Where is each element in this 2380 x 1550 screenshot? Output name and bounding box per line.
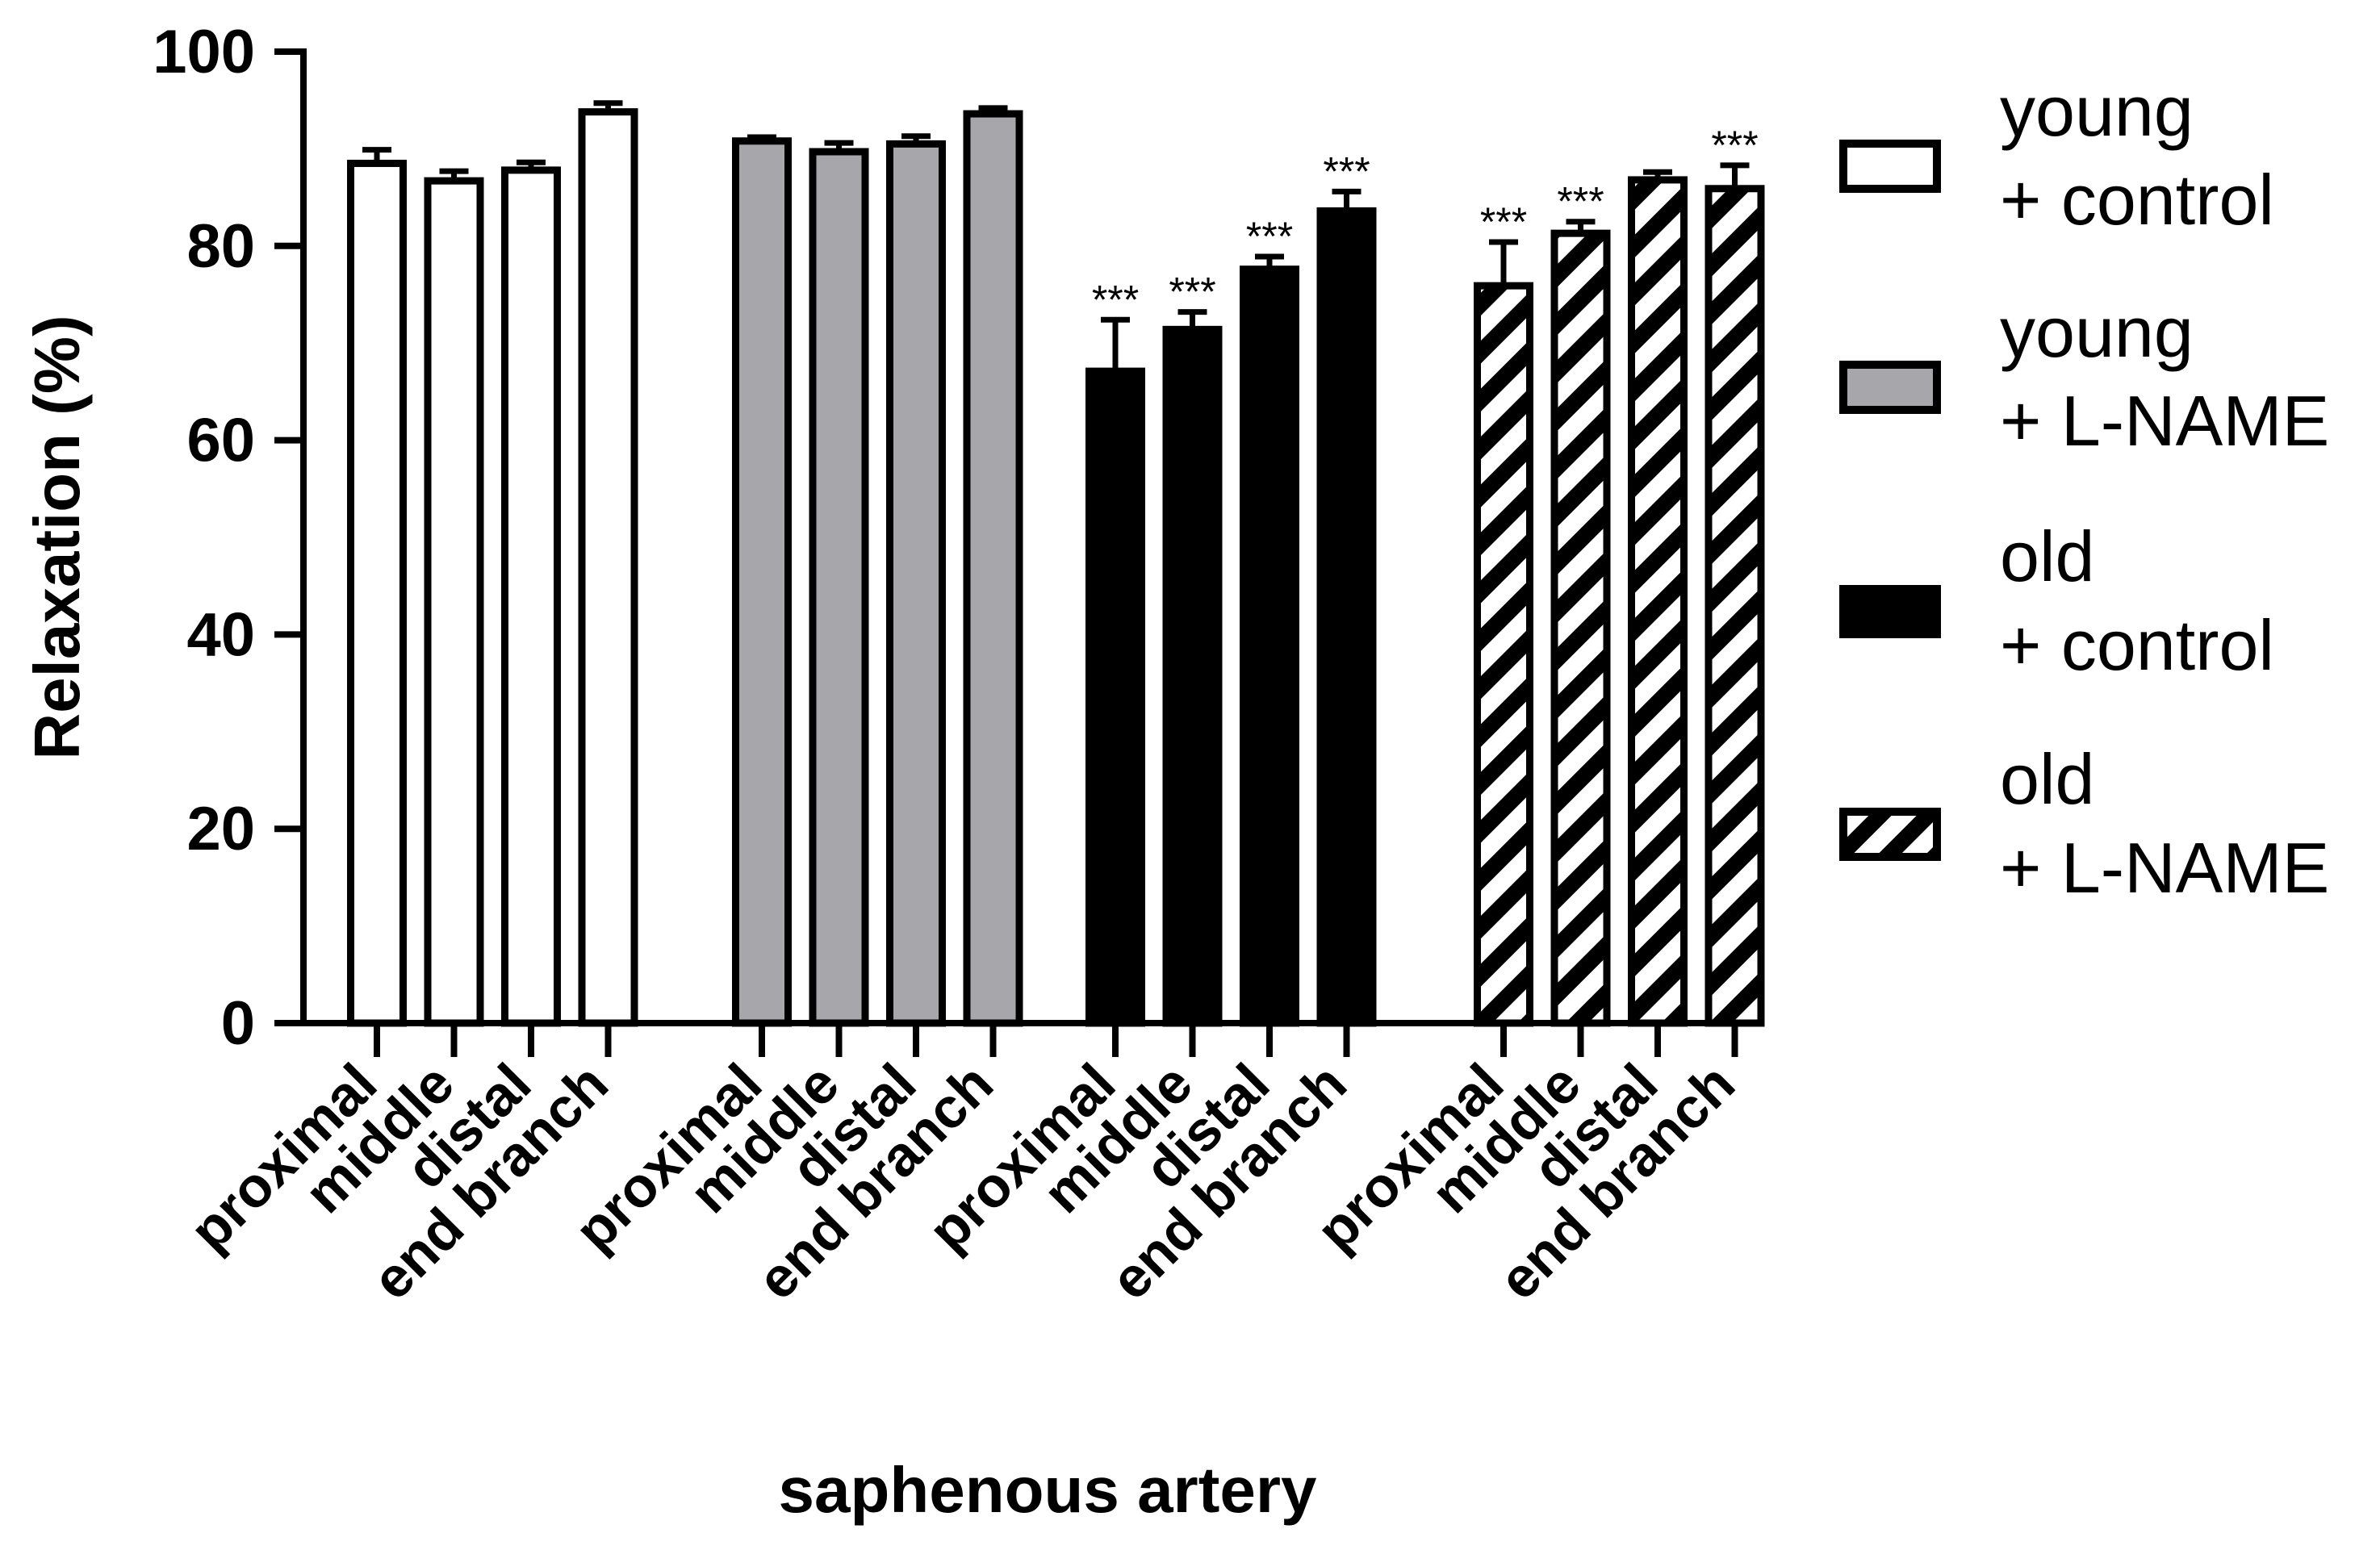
legend-label: old (2000, 739, 2094, 819)
legend-label: + control (2000, 605, 2274, 685)
legend-swatch (1839, 361, 1941, 414)
significance-label: *** (1169, 269, 1215, 315)
legend-swatch (1839, 808, 1941, 861)
y-tick-label: 80 (186, 212, 255, 281)
legend-label: + L-NAME (2000, 828, 2329, 908)
legend-label: old (2000, 516, 2094, 596)
bar-2-middle (809, 148, 869, 1027)
bar-1-proximal (347, 159, 407, 1027)
bar-2-end-branch (963, 110, 1023, 1027)
bar-4-distal (1628, 176, 1688, 1027)
y-tick-label: 20 (186, 795, 255, 863)
significance-label: *** (1711, 123, 1758, 168)
legend-swatch (1839, 585, 1941, 638)
legend-swatch (1839, 140, 1941, 193)
y-axis-title: Relaxation (%) (21, 315, 93, 759)
bar-4-middle (1550, 229, 1611, 1027)
bar-2-distal (886, 140, 946, 1027)
legend-label: young (2000, 71, 2194, 151)
bar-1-distal (501, 166, 561, 1027)
significance-label: *** (1246, 214, 1293, 259)
significance-label: *** (1092, 277, 1139, 322)
x-axis-title: saphenous artery (779, 1454, 1317, 1526)
y-tick-label: 40 (186, 600, 255, 669)
legend-label: + L-NAME (2000, 381, 2329, 461)
significance-label: *** (1323, 148, 1370, 194)
y-tick-label: 100 (153, 18, 255, 86)
bar-3-end-branch (1316, 207, 1377, 1027)
bar-3-middle (1162, 325, 1223, 1027)
bar-4-proximal (1474, 282, 1533, 1027)
y-tick-label: 0 (221, 989, 255, 1058)
significance-label: *** (1480, 199, 1527, 244)
bar-3-proximal (1085, 367, 1145, 1027)
y-tick-label: 60 (186, 407, 255, 475)
bar-1-middle (424, 177, 484, 1027)
bar-3-distal (1240, 265, 1299, 1027)
bar-1-end-branch (578, 108, 638, 1027)
significance-label: *** (1557, 179, 1604, 224)
bar-2-proximal (732, 137, 792, 1027)
legend-label: + control (2000, 160, 2274, 240)
legend-label: young (2000, 292, 2194, 372)
bar-4-end-branch (1704, 185, 1765, 1027)
